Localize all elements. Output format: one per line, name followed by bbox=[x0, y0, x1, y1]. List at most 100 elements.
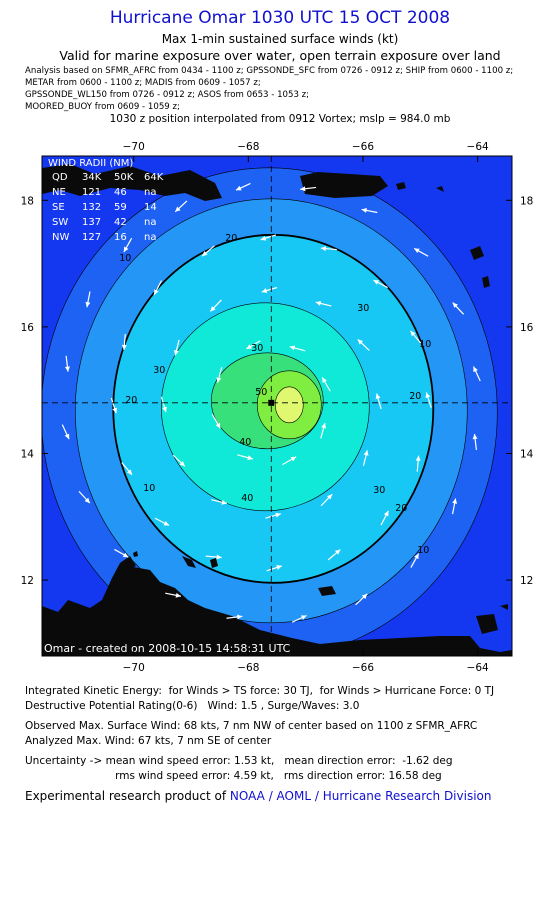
wind-arrow bbox=[174, 339, 180, 356]
wind-radii-cell: 121 bbox=[82, 187, 101, 198]
wind-arrow bbox=[165, 592, 182, 598]
wind-arrow bbox=[413, 247, 429, 257]
observed-max-line: Observed Max. Surface Wind: 68 kts, 7 nm… bbox=[25, 720, 478, 732]
wind-arrow bbox=[355, 593, 368, 606]
wind-radii-cell: 59 bbox=[114, 202, 127, 213]
contour-label: 20 bbox=[125, 395, 137, 406]
wind-radii-cell: SE bbox=[52, 202, 65, 213]
paraguana-land bbox=[112, 556, 136, 578]
wind-radii-cell: 14 bbox=[144, 202, 157, 213]
analyzed-max-line: Analyzed Max. Wind: 67 kts, 7 nm SE of c… bbox=[25, 735, 272, 747]
wind-radii-header-cell: QD bbox=[52, 172, 68, 183]
source-line: Analysis based on SFMR_AFRC from 0434 - … bbox=[25, 66, 514, 76]
wind-radii-table: WIND RADII (NM) QD 34K 50K 64K NE 121 46 na SE 13… bbox=[48, 158, 164, 243]
wind-arrow bbox=[282, 456, 297, 466]
guadeloupe-land bbox=[470, 246, 484, 260]
wind-arrow bbox=[78, 490, 91, 504]
wind-arrow bbox=[123, 237, 133, 253]
lat-tick-label: 14 bbox=[520, 448, 534, 460]
contour-label: 30 bbox=[373, 485, 385, 496]
wind-field-map: 10 10 10 10 20 20 20 20 30 30 30 30 40 40 50 WIND RADI… bbox=[21, 141, 534, 674]
puerto-rico-land bbox=[300, 172, 388, 198]
contour-label: 30 bbox=[251, 343, 263, 354]
contour-label: 20 bbox=[409, 391, 421, 402]
center-crosshair bbox=[42, 156, 512, 656]
margarita-land bbox=[318, 586, 336, 596]
wind-arrow bbox=[235, 182, 251, 191]
contour-label: 30 bbox=[357, 303, 369, 314]
wind-arrow bbox=[289, 345, 306, 352]
wind-arrow bbox=[153, 280, 163, 296]
source-line: METAR from 0600 - 1100 z; MADIS from 060… bbox=[25, 78, 261, 88]
source-line: MOORED_BUOY from 0609 - 1059 z; bbox=[25, 102, 180, 112]
wind-arrow bbox=[320, 493, 333, 507]
validity-note: Valid for marine exposure over water, op… bbox=[59, 48, 501, 63]
lat-tick-label: 14 bbox=[21, 448, 35, 460]
wind-radii-cell: na bbox=[144, 187, 156, 198]
wind-arrow bbox=[320, 246, 337, 252]
wind-arrow bbox=[320, 422, 327, 439]
wind-arrow bbox=[373, 279, 388, 289]
wind-arrow bbox=[205, 554, 222, 560]
lat-tick-label: 18 bbox=[520, 195, 533, 207]
curacao-land bbox=[182, 556, 196, 568]
contour-label: 30 bbox=[153, 365, 165, 376]
wind-radii-header-cell: 50K bbox=[114, 172, 134, 183]
wind-arrow bbox=[375, 393, 382, 410]
contour-label: 10 bbox=[419, 339, 431, 350]
lon-tick-label: −66 bbox=[352, 662, 374, 674]
wind-arrow bbox=[315, 300, 332, 307]
lon-tick-label: −70 bbox=[123, 141, 145, 153]
wind-radii-cell: 127 bbox=[82, 232, 101, 243]
wind-arrow bbox=[201, 245, 215, 257]
wind-arrow bbox=[472, 433, 478, 450]
wind-arrow bbox=[121, 462, 133, 476]
lon-tick-label: −64 bbox=[467, 141, 489, 153]
wind-arrow bbox=[472, 366, 481, 382]
wind-arrow bbox=[451, 498, 458, 515]
wind-arrow bbox=[237, 454, 253, 461]
wind-radii-header-cell: 64K bbox=[144, 172, 164, 183]
wind-arrow bbox=[260, 234, 277, 241]
land-masses bbox=[42, 164, 512, 656]
south-america-land bbox=[42, 566, 512, 656]
credit-line: Experimental research product of NOAA / … bbox=[25, 789, 491, 803]
wind-arrow bbox=[410, 330, 422, 344]
map-frame bbox=[41, 155, 513, 657]
dominica-land bbox=[482, 276, 490, 288]
lon-tick-label: −64 bbox=[467, 662, 489, 674]
dpr-line: Destructive Potential Rating(0-6) Wind: … bbox=[25, 700, 360, 712]
virgin-islands-land bbox=[396, 182, 406, 190]
wind-arrow bbox=[327, 549, 341, 561]
storm-center-marker bbox=[268, 399, 275, 406]
wind-radii-cell: na bbox=[144, 217, 156, 228]
wind-arrow bbox=[265, 512, 281, 519]
created-stamp: Omar - created on 2008-10-15 14:58:31 UT… bbox=[44, 642, 291, 655]
wind-arrow bbox=[226, 614, 243, 620]
credit-prefix: Experimental research product of bbox=[25, 789, 230, 803]
wind-arrow bbox=[321, 377, 331, 392]
wind-arrow bbox=[211, 414, 221, 429]
contour-label: 40 bbox=[239, 437, 251, 448]
wind-arrow bbox=[415, 455, 421, 472]
noaa-aoml-link[interactable]: NOAA / AOML / Hurricane Research Divisio… bbox=[229, 789, 492, 803]
map-title: Hurricane Omar 1030 UTC 15 OCT 2008 bbox=[109, 8, 451, 28]
wind-arrow bbox=[85, 291, 91, 308]
wind-radii-cell: SW bbox=[52, 217, 68, 228]
lat-tick-label: 16 bbox=[520, 322, 534, 334]
wind-arrow bbox=[410, 553, 420, 568]
wind-arrow bbox=[425, 392, 432, 408]
position-note: 1030 z position interpolated from 0912 V… bbox=[109, 113, 451, 125]
wind-arrow bbox=[154, 517, 170, 527]
tobago-land bbox=[500, 604, 508, 610]
wind-arrow bbox=[160, 396, 167, 413]
lat-tick-label: 16 bbox=[21, 322, 35, 334]
wind-arrow bbox=[291, 614, 307, 623]
wind-radii-cell: 132 bbox=[82, 202, 101, 213]
wind-arrow bbox=[361, 207, 378, 214]
wind-arrow bbox=[110, 397, 118, 414]
uncertainty-line-2: rms wind speed error: 4.59 kt, rms direc… bbox=[25, 770, 442, 782]
contour-label: 10 bbox=[417, 545, 429, 556]
wind-radii-cell: 16 bbox=[114, 232, 127, 243]
axis-ticks: −70 −70 −68 −68 −66 −66 −64 −64 12 12 14 14 16 16 18 18 bbox=[21, 141, 534, 674]
